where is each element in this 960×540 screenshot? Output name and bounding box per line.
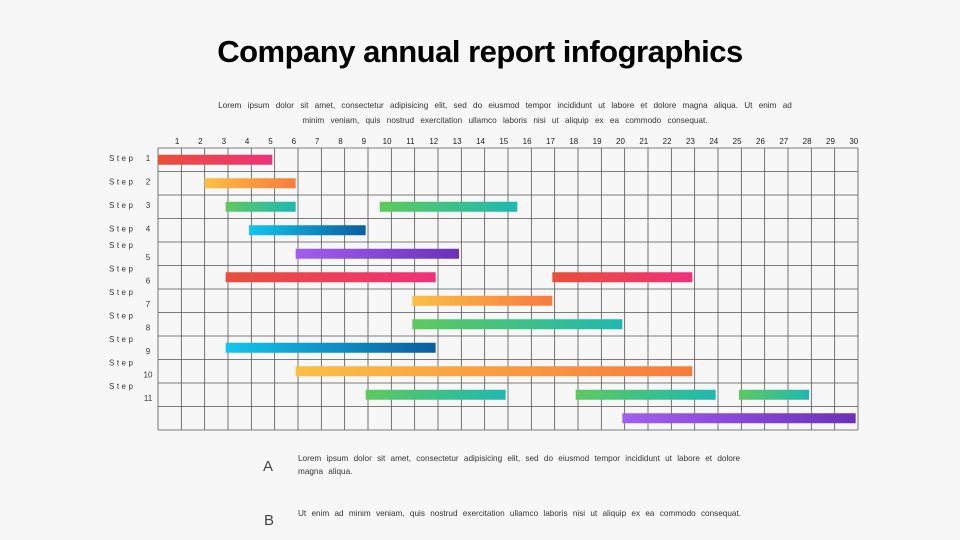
gantt-bar	[412, 295, 553, 306]
x-tick-label: 29	[826, 137, 835, 146]
step-word-label: Step	[109, 359, 135, 368]
page-title: Company annual report infographics	[217, 34, 743, 69]
x-tick-label: 19	[593, 137, 602, 146]
x-tick-label: 24	[709, 137, 718, 146]
step-word-label: Step	[109, 265, 135, 274]
step-word-label: Step	[109, 225, 135, 234]
x-tick-label: 13	[453, 137, 462, 146]
x-tick-label: 18	[569, 137, 578, 146]
x-tick-label: 2	[198, 137, 203, 146]
step-word-label: Step	[109, 178, 135, 187]
note-a-text: Lorem ipsum dolor sit amet, consectetur …	[298, 454, 741, 476]
x-tick-label: 27	[779, 137, 788, 146]
gantt-bar	[412, 319, 623, 330]
step-word-label: Step	[109, 312, 135, 321]
gantt-bar	[379, 201, 518, 212]
x-tick-label: 17	[546, 137, 555, 146]
x-tick-label: 12	[429, 137, 438, 146]
x-tick-label: 16	[523, 137, 532, 146]
step-number-label: 7	[146, 300, 151, 309]
step-number-label: 10	[144, 371, 153, 380]
step-number-label: 5	[146, 253, 151, 262]
step-word-label: Step	[109, 154, 135, 163]
x-tick-label: 10	[383, 137, 392, 146]
x-tick-label: 3	[222, 137, 227, 146]
gantt-bar	[295, 248, 459, 259]
intro-paragraph: Lorem ipsum dolor sit amet, consectetur …	[218, 101, 792, 125]
x-tick-label: 15	[499, 137, 508, 146]
step-number-label: 9	[146, 347, 151, 356]
step-word-label: Step	[109, 288, 135, 297]
x-tick-label: 23	[686, 137, 695, 146]
x-tick-label: 6	[292, 137, 297, 146]
x-tick-label: 25	[733, 137, 742, 146]
gantt-bar	[575, 389, 716, 400]
step-number-label: 4	[146, 225, 151, 234]
gantt-bar	[739, 389, 809, 400]
step-number-label: 3	[146, 201, 151, 210]
gantt-bar	[225, 272, 436, 283]
gantt-bar	[622, 413, 856, 424]
gantt-bar	[295, 366, 693, 377]
step-number-label: 1	[146, 154, 151, 163]
x-tick-label: 9	[362, 137, 367, 146]
x-tick-label: 4	[245, 137, 250, 146]
gantt-bar	[249, 225, 366, 236]
gantt-bar	[204, 178, 296, 189]
note-b-letter: B	[264, 512, 275, 529]
x-tick-label: 30	[849, 137, 858, 146]
gantt-bar	[365, 389, 506, 400]
step-word-label: Step	[109, 201, 135, 210]
step-number-label: 2	[146, 178, 151, 187]
step-word-label: Step	[109, 241, 135, 250]
x-tick-label: 1	[175, 137, 180, 146]
x-tick-label: 14	[476, 137, 485, 146]
step-word-label: Step	[109, 382, 135, 391]
step-number-label: 6	[146, 277, 151, 286]
step-number-label: 8	[146, 324, 151, 333]
gantt-bar	[225, 201, 296, 212]
gantt-bar	[158, 154, 273, 165]
step-word-label: Step	[109, 335, 135, 344]
step-number-label: 11	[144, 394, 153, 403]
note-a-letter: A	[263, 458, 274, 475]
x-tick-label: 22	[663, 137, 672, 146]
gantt-bar	[552, 272, 693, 283]
x-tick-label: 20	[616, 137, 625, 146]
x-tick-label: 28	[803, 137, 812, 146]
note-b-text: Ut enim ad minim veniam, quis nostrud ex…	[298, 509, 742, 518]
x-tick-label: 26	[756, 137, 765, 146]
x-tick-label: 21	[639, 137, 648, 146]
x-tick-label: 7	[315, 137, 320, 146]
x-tick-label: 5	[268, 137, 273, 146]
x-tick-label: 11	[406, 137, 415, 146]
x-tick-label: 8	[338, 137, 343, 146]
gantt-bar	[225, 342, 436, 353]
